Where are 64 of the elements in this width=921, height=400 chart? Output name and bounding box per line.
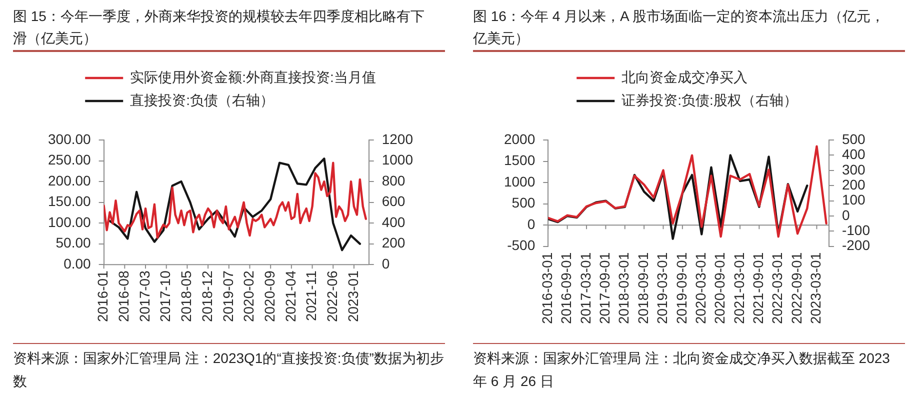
y-tick-label: 0.00: [64, 255, 92, 272]
y2-tick-label: 0: [842, 206, 850, 223]
x-tick-label: 2018-05: [178, 270, 194, 322]
x-tick-label: 2021-09-01: [750, 252, 766, 324]
chart-title: 图 15：今年一季度，外商来华投资的规模较去年四季度相比略有下滑（亿美元）: [13, 7, 426, 48]
x-tick-label: 2022-09-01: [788, 252, 804, 324]
x-tick-label: 2017-03: [136, 270, 152, 322]
x-tick-label: 2021-03-01: [730, 252, 747, 324]
x-tick-label: 2020-03-01: [692, 252, 708, 324]
y2-tick-label: 100: [842, 192, 866, 208]
x-tick-label: 2022-06: [324, 270, 340, 322]
y-tick-label: 150.00: [48, 193, 92, 210]
y2-tick-label: 0: [382, 255, 390, 272]
x-tick-label: 2019-07: [220, 270, 236, 322]
x-tick-label: 2020-09-01: [712, 252, 728, 324]
x-tick-label: 2020-02: [240, 270, 257, 322]
y-tick-label: 1500: [504, 152, 536, 168]
y2-tick-label: 500: [842, 130, 866, 147]
x-tick-label: 2017-09-01: [596, 252, 613, 324]
x-tick-label: 2016-08: [116, 270, 132, 322]
x-tick-label: 2021-11: [303, 270, 320, 321]
x-tick-label: 2018-03-01: [616, 252, 632, 324]
y2-tick-label: 300: [842, 161, 866, 178]
x-tick-label: 2018-12: [198, 270, 215, 322]
legend-label: 直接投资:负债（右轴）: [130, 92, 274, 108]
x-tick-label: 2022-03-01: [769, 252, 786, 324]
x-tick-label: 2016-01: [94, 270, 111, 322]
y2-tick-label: -200: [842, 237, 870, 254]
x-tick-label: 2023-01: [344, 270, 361, 322]
legend-label: 实际使用外资金额:外商直接投资:当月值: [130, 68, 376, 85]
y2-tick-label: 600: [382, 193, 406, 210]
x-tick-label: 2018-09-01: [634, 252, 651, 324]
text: 资料来源：国家外汇管理局 注：北向资金成交净买入数据截至 2023 年 6 月 26 日: [473, 349, 891, 391]
y-tick-label: 200.00: [48, 172, 92, 188]
y2-tick-label: 400: [842, 146, 866, 162]
y-tick-label: 500: [512, 194, 536, 211]
x-tick-label: 2017-03-01: [577, 252, 594, 324]
y-tick-label: 0: [527, 216, 536, 232]
y2-tick-label: 200: [382, 234, 406, 251]
y-tick-label: -500: [507, 237, 536, 254]
x-tick-label: 2020-09: [261, 270, 278, 322]
y2-tick-label: 400: [382, 214, 406, 230]
y-tick-label: 2000: [504, 130, 536, 147]
y2-tick-label: -100: [842, 222, 870, 238]
y2-tick-label: 200: [842, 176, 866, 192]
chart-title: 图 16：今年 4 月以来，A 股市场面临一定的资本流出压力（亿元，亿美元）: [473, 7, 886, 48]
legend-label: 北向资金成交净买入: [622, 68, 748, 85]
x-tick-label: 2019-09-01: [673, 252, 690, 324]
y-tick-label: 250.00: [48, 152, 92, 168]
y-tick-label: 50.00: [56, 234, 92, 251]
y2-tick-label: 1200: [382, 130, 414, 147]
x-tick-label: 2021-04: [282, 270, 298, 322]
y-tick-label: 300.00: [48, 130, 92, 147]
x-tick-label: 2019-03-01: [654, 252, 670, 324]
x-tick-label: 2017-10: [157, 270, 174, 322]
x-tick-label: 2016-03-01: [539, 252, 556, 324]
x-tick-label: 2023-03-01: [808, 252, 824, 324]
text: 资料来源：国家外汇管理局 注：2023Q1的“直接投资:负债”数据为初步数: [13, 349, 445, 391]
y2-tick-label: 800: [382, 172, 406, 188]
x-tick-label: 2016-09-01: [558, 252, 574, 324]
legend-label: 证券投资:负债:股权（右轴）: [622, 92, 798, 108]
y-tick-label: 1000: [504, 173, 536, 190]
y2-tick-label: 1000: [382, 152, 414, 168]
y-tick-label: 100.00: [48, 214, 92, 230]
